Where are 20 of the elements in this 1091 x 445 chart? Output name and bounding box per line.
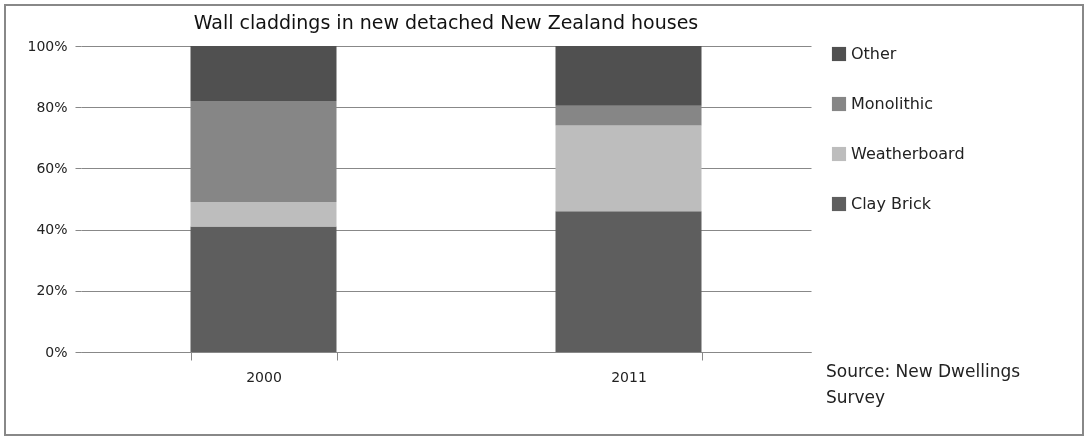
bar (190, 226, 337, 352)
legend-label: Weatherboard (851, 144, 965, 163)
y-tick-label: 40% (36, 221, 68, 238)
x-tick-label: 2000 (246, 368, 282, 385)
legend-label: Clay Brick (851, 194, 932, 213)
y-tick-label: 0% (45, 343, 68, 360)
bar (555, 125, 702, 212)
source-note: Source: New Dwellings Survey (826, 360, 1022, 410)
bar (555, 211, 702, 352)
legend-label: Other (851, 44, 897, 63)
bar (555, 46, 702, 106)
y-tick-label: 20% (36, 282, 68, 299)
y-tick-label: 100% (27, 37, 68, 54)
y-tick-label: 60% (36, 159, 68, 176)
y-tick-label: 80% (36, 98, 68, 115)
bar (190, 202, 337, 227)
x-tick-label: 2011 (611, 368, 647, 385)
bar (190, 46, 337, 102)
chart-title: Wall claddings in new detached New Zealand houses (193, 11, 699, 33)
legend-label: Monolithic (851, 94, 934, 113)
